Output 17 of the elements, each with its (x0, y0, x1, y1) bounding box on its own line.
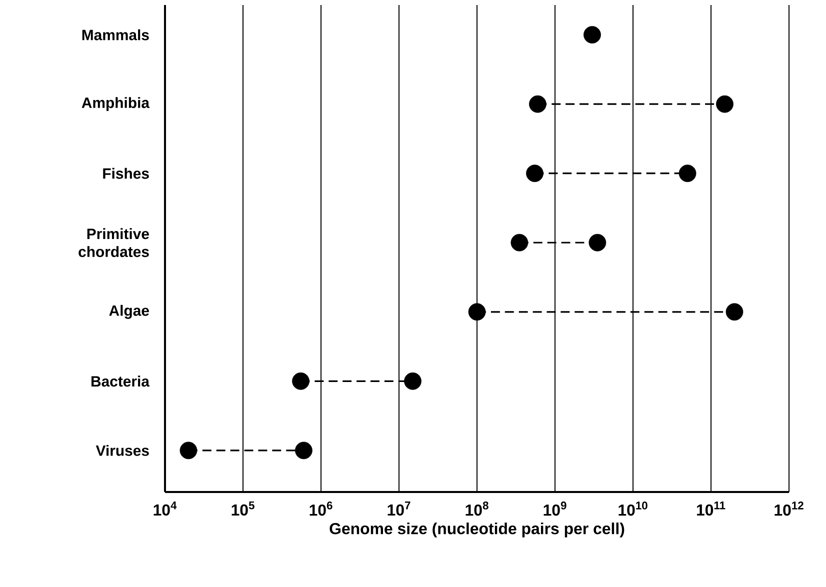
x-tick-label: 10$^{6}$ (310, 502, 332, 516)
y-tick-label: Bacteria (92, 376, 150, 387)
y-tick-label: Primitive chordates (78, 228, 149, 258)
y-tick-label: Algae (109, 304, 149, 319)
x-tick-label: 10$^{5}$ (232, 502, 254, 516)
x-tick-label: 10$^{4}$ (154, 502, 177, 516)
x-tick-label: 10$^{12}$ (774, 502, 804, 516)
y-tick-label: Fishes (103, 168, 149, 179)
y-tick-label: Mammals (82, 29, 149, 40)
y-tick-label: Viruses (96, 444, 149, 456)
x-axis-title: Genome size (nucleotide pairs per cell) (330, 522, 624, 538)
y-tick-label: Amphibia (82, 97, 150, 112)
x-tick-label: 10$^{9}$ (544, 502, 566, 516)
x-tick-label: 10$^{11}$ (697, 502, 726, 516)
x-tick-label: 10$^{8}$ (466, 502, 488, 516)
x-tick-label: 10$^{10}$ (618, 502, 648, 516)
x-tick-label: 10$^{7}$ (388, 502, 410, 516)
